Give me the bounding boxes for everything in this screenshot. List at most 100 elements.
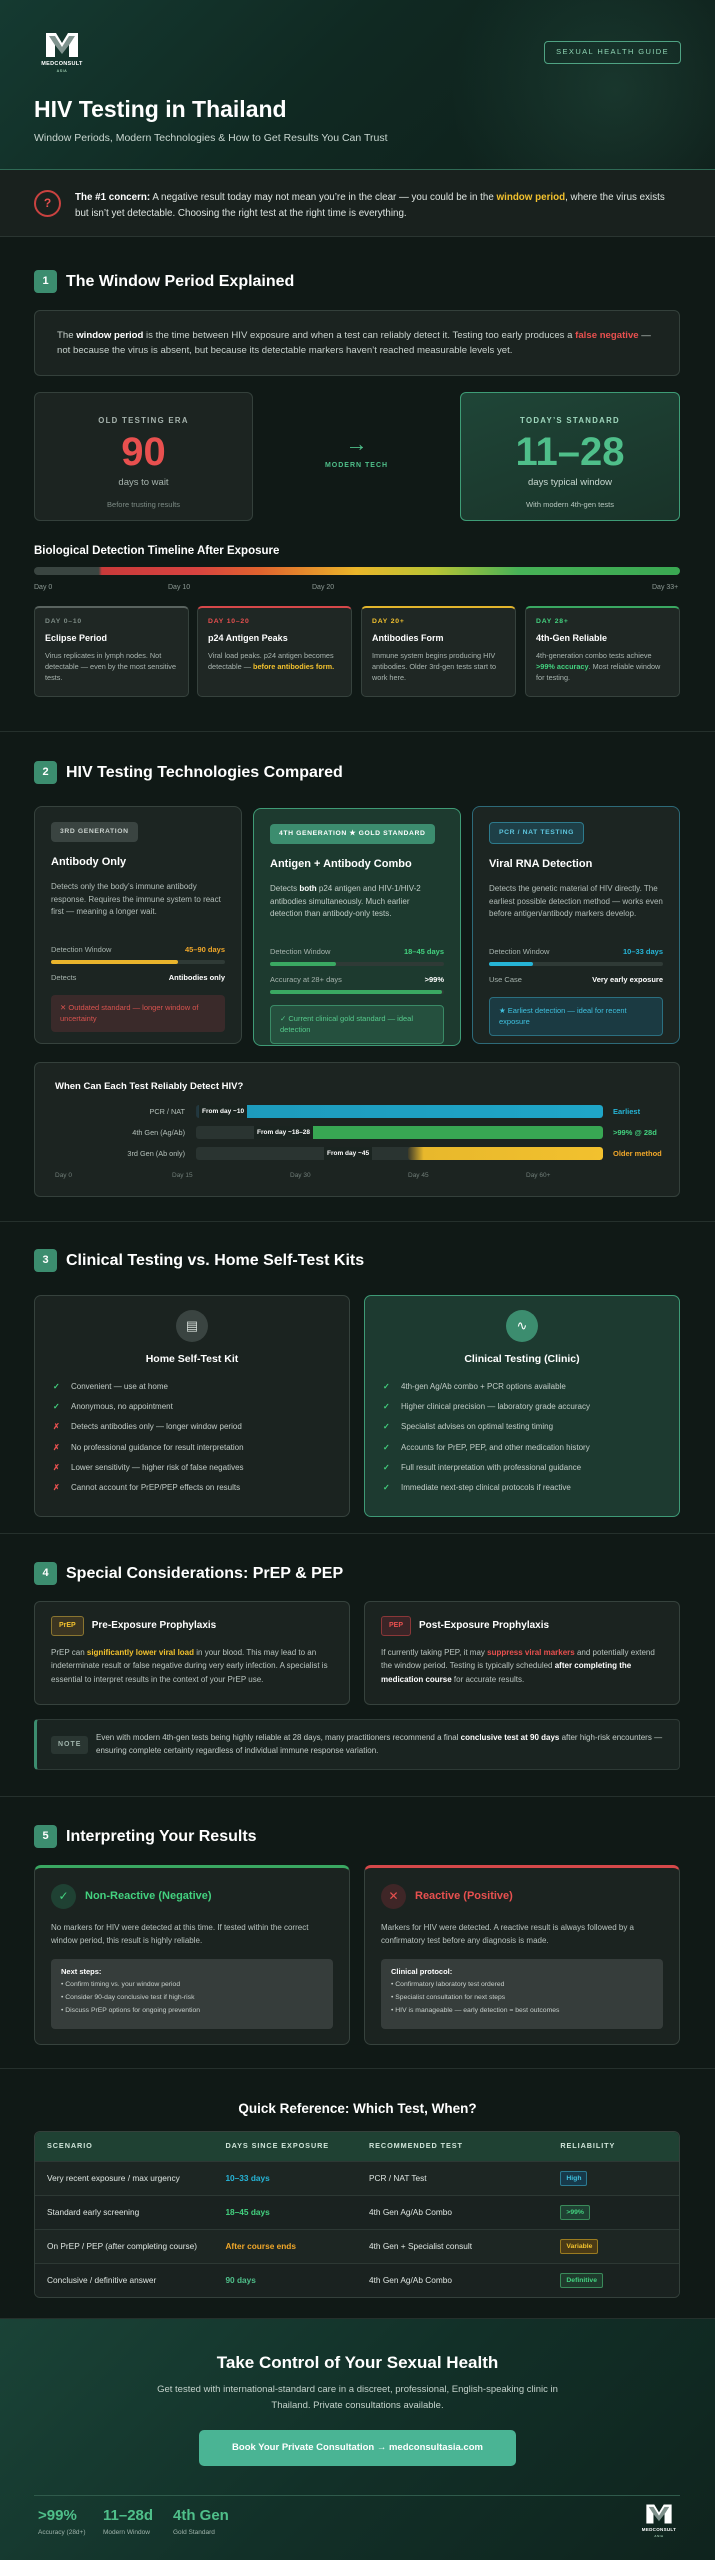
column-header: DAYS SINCE EXPOSURE	[225, 2141, 330, 2151]
check-icon: ✓	[53, 1402, 60, 1412]
timeline-title: Biological Detection Timeline After Expo…	[34, 545, 280, 557]
book-consultation-button[interactable]: Book Your Private Consultation → medcons…	[199, 2430, 516, 2466]
comparison-axis-tick: Day 15	[172, 1172, 193, 1179]
clinic-list: ✓ 4th-gen Ag/Ab combo + PCR options avail…	[383, 1381, 661, 1493]
comparison-bar-text: From day ~18–28	[254, 1126, 313, 1139]
table-row: Very recent exposure / max urgency 10–33 …	[35, 2161, 679, 2195]
detection-comparison-chart: When Can Each Test Reliably Detect HIV? …	[34, 1062, 680, 1197]
list-item-text: Anonymous, no appointment	[71, 1402, 173, 1412]
list-item: ✓ Convenient — use at home	[53, 1381, 331, 1393]
table-row: On PrEP / PEP (after completing course) A…	[35, 2229, 679, 2263]
list-item-text: Immediate next-step clinical protocols i…	[401, 1482, 571, 1492]
def-text: is the time between HIV exposure and whe…	[143, 330, 576, 341]
cta-section: Take Control of Your Sexual Health Get t…	[0, 2319, 715, 2560]
cell-days: 18–45 days	[225, 2207, 270, 2218]
stage-tag: DAY 10–20	[208, 618, 250, 625]
concern-text: The #1 concern: A negative result today …	[75, 190, 675, 221]
metric-value: Very early exposure	[592, 974, 663, 984]
question-icon: ?	[34, 190, 61, 217]
clinical-protocol-box: Clinical protocol: • Confirmatory labora…	[381, 1959, 663, 2030]
comparison-result: Earliest	[613, 1107, 641, 1116]
cell-days: 10–33 days	[225, 2173, 270, 2184]
home-kit-card: ▤ Home Self-Test Kit ✓ Convenient — use a…	[34, 1295, 350, 1517]
comparison-axis-tick: Day 0	[55, 1172, 72, 1179]
page-subtitle: Window Periods, Modern Technologies & Ho…	[34, 132, 388, 144]
hero-banner: MEDCONSULT ASIA SEXUAL HEALTH GUIDE HIV …	[0, 0, 715, 170]
tech-desc: Detects both p24 antigen and HIV-1/HIV-2…	[270, 883, 444, 941]
list-item: ✗ Cannot account for PrEP/PEP effects on …	[53, 1482, 331, 1494]
brand-logo[interactable]: MEDCONSULT ASIA	[36, 30, 88, 74]
def-text: — not because the virus is absent, but b…	[57, 330, 651, 357]
section-header: 3 Clinical Testing vs. Home Self-Test Ki…	[34, 1249, 364, 1273]
brand-name: MEDCONSULT	[41, 61, 83, 67]
concern-part: , where the virus exists but isn’t yet d…	[75, 192, 665, 219]
cross-icon: ✗	[53, 1482, 60, 1492]
home-kit-list: ✓ Convenient — use at home ✓ Anonymous, no …	[53, 1381, 331, 1493]
table-row: Standard early screening 18–45 days 4th Ge…	[35, 2195, 679, 2229]
section-clinic-vs-home: 3 Clinical Testing vs. Home Self-Test Ki…	[0, 1222, 715, 1534]
list-item-text: 4th-gen Ag/Ab combo + PCR options availa…	[401, 1382, 566, 1392]
list-item-text: Higher clinical precision — laboratory g…	[401, 1402, 590, 1412]
list-item: ✗ Detects antibodies only — longer window…	[53, 1421, 331, 1433]
comparison-axis-tick: Day 60+	[526, 1172, 551, 1179]
note-part: after high-risk encounters — ensuring co…	[96, 1733, 663, 1756]
list-item: • HIV is manageable — early detection = …	[391, 2007, 560, 2014]
check-icon: ✓	[51, 1884, 76, 1909]
metric-label: Detection Window	[270, 946, 331, 956]
stat-value: 11–28d	[103, 2507, 154, 2524]
list-item-text: Lower sensitivity — higher risk of false…	[71, 1462, 244, 1472]
cross-icon: ✗	[53, 1422, 60, 1432]
box-title: Next steps:	[61, 1967, 102, 1977]
table-row: Conclusive / definitive answer 90 days 4th…	[35, 2263, 679, 2297]
prep-name: Pre-Exposure Prophylaxis	[91, 1619, 217, 1631]
stage-desc-highlight: before antibodies form.	[253, 662, 335, 672]
footer-logo[interactable]: MEDCONSULT ASIA	[639, 2502, 679, 2538]
new-era-value: 11–28	[515, 430, 625, 475]
list-item: ✓ Higher clinical precision — laboratory …	[383, 1401, 661, 1413]
cross-icon: ✗	[53, 1442, 60, 1452]
metric-value: 18–45 days	[403, 946, 444, 956]
metric-label: Use Case	[489, 974, 522, 984]
prep-desc-part: in your blood. This may lead to an indet…	[51, 1648, 328, 1684]
comparison-axis-tick: Day 30	[290, 1172, 311, 1179]
section-header: 4 Special Considerations: PrEP & PEP	[34, 1562, 343, 1586]
pep-name: Post-Exposure Prophylaxis	[419, 1619, 550, 1631]
pulse-icon: ∿	[506, 1310, 538, 1342]
tech-desc: Detects the genetic material of HIV dire…	[489, 883, 663, 919]
modern-tech-arrow: → MODERN TECH	[300, 433, 413, 471]
section-title: The Window Period Explained	[66, 273, 295, 290]
tech-card-pcr: PCR / NAT TESTING Viral RNA Detection De…	[472, 806, 680, 1044]
comparison-bar-4th-gen	[269, 1126, 603, 1139]
note-bold: conclusive test at 90 days	[460, 1733, 560, 1742]
metric-value: 45–90 days	[184, 944, 225, 954]
tech-metric-row: Detection Window 45–90 days	[51, 945, 225, 956]
stage-tag: DAY 20+	[372, 618, 405, 625]
pep-desc: If currently taking PEP, it may suppress…	[381, 1646, 663, 1686]
new-era-label: TODAY’S STANDARD	[520, 416, 620, 425]
note-tag: NOTE	[51, 1736, 89, 1755]
timeline-tick: Day 33+	[652, 584, 679, 591]
prep-tag: PrEP	[51, 1616, 84, 1637]
brand-name: MEDCONSULT	[641, 2527, 677, 2532]
list-item: ✓ Accounts for PrEP, PEP, and other medic…	[383, 1442, 661, 1454]
old-era-note: Before trusting results	[107, 500, 180, 510]
tech-card-3rd-gen: 3RD GENERATION Antibody Only Detects onl…	[34, 806, 242, 1044]
cell-test: 4th Gen Ag/Ab Combo	[368, 2207, 453, 2218]
stage-desc: Immune system begins producing HIV antib…	[372, 650, 497, 683]
prep-card: PrEP Pre-Exposure Prophylaxis PrEP can si…	[34, 1601, 350, 1705]
tech-desc: Detects only the body’s immune antibody …	[51, 881, 221, 917]
stage-tag: DAY 28+	[536, 618, 569, 625]
list-item-text: Accounts for PrEP, PEP, and other medica…	[401, 1442, 590, 1452]
list-item-text: No professional guidance for result inte…	[71, 1442, 244, 1452]
metric-value: Antibodies only	[168, 972, 225, 982]
stat-window: 11–28d Modern Window	[103, 2505, 153, 2537]
tech-desc-part: p24 antigen and HIV-1/HIV-2 antibodies s…	[270, 883, 421, 919]
reliability-badge: >99%	[560, 2204, 590, 2221]
comparison-track: From day ~18–28	[196, 1126, 603, 1139]
cell-scenario: Standard early screening	[47, 2207, 140, 2218]
prep-desc-highlight: significantly lower viral load	[86, 1648, 195, 1658]
check-icon: ✓	[383, 1442, 390, 1452]
pep-desc-part: for accurate results.	[451, 1674, 525, 1684]
box-list: • Confirm timing vs. your window period …	[61, 1980, 323, 2017]
cell-test: PCR / NAT Test	[368, 2173, 427, 2184]
